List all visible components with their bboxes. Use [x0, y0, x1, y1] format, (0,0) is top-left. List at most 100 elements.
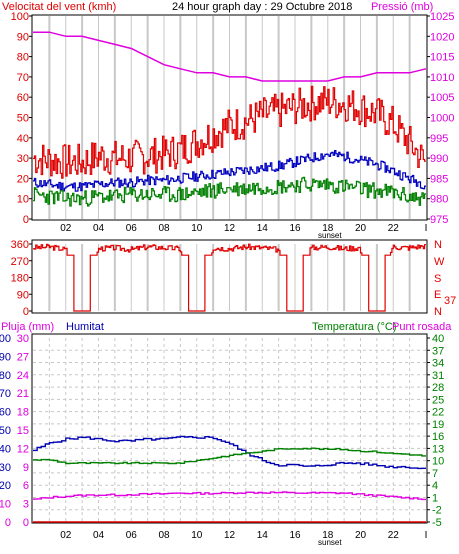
chart-series — [33, 31, 427, 523]
pressure-y-tick-label: 980 — [430, 194, 448, 206]
humidity-y-tick-label: 70 — [0, 388, 11, 400]
temperature-axis-title: Temperatura (°C) — [312, 321, 396, 333]
humidity-y-tick-label: 30 — [0, 462, 11, 474]
wind-x-tick-label: 06 — [126, 223, 138, 234]
temp-sunset-label: sunset — [318, 538, 342, 547]
temperature-y-tick-label: -2 — [432, 505, 442, 517]
humidity-y-tick-label: 80 — [0, 370, 11, 382]
rain-axis-title: Pluja (mm) — [1, 321, 54, 333]
wind-x-tick-label: 02 — [60, 223, 72, 234]
compass-label-n-bottom: N — [434, 306, 442, 318]
temperature-y-tick-label: -5 — [432, 517, 442, 529]
wind-y-tick-label: 40 — [17, 133, 29, 145]
wind-x-tick-label: 20 — [355, 223, 367, 234]
humidity-y-tick-label: 40 — [0, 443, 11, 455]
direction-chart-frame — [31, 239, 428, 314]
wind-x-tick-label: 10 — [191, 223, 203, 234]
temp-x-tick-label: 18 — [322, 530, 334, 541]
wind-gust-line — [33, 85, 426, 179]
direction-y-tick-label: 180 — [11, 273, 29, 285]
temp-x-tick-label: 10 — [191, 530, 203, 541]
direction-y-tick-label: 270 — [11, 256, 29, 268]
humidity-y-tick-label: 10 — [0, 499, 11, 511]
tick-labels: 0102030405060708090100975980985990995100… — [0, 11, 454, 541]
wind-y-tick-label: 80 — [17, 52, 29, 64]
wind-chart-title: 24 hour graph day : 29 Octubre 2018 — [172, 1, 352, 13]
wind-x-tick-label: I — [425, 223, 428, 234]
compass-label-w: W — [434, 256, 445, 268]
pressure-line — [33, 31, 427, 82]
dewpoint-line — [33, 491, 426, 501]
temp-x-tick-label: 12 — [224, 530, 236, 541]
grid-lines — [33, 16, 426, 522]
temperature-y-tick-label: 1 — [432, 492, 438, 504]
wind-x-tick-label: 18 — [322, 223, 334, 234]
wind-y-tick-label: 90 — [17, 31, 29, 43]
temperature-y-tick-label: 13 — [432, 443, 444, 455]
wind-x-tick-label: 08 — [158, 223, 170, 234]
compass-label-e: E — [434, 289, 441, 301]
temperature-line — [33, 447, 426, 465]
pressure-y-tick-label: 990 — [430, 153, 448, 165]
direction-y-tick-label: 0 — [23, 306, 29, 318]
pressure-y-tick-label: 1000 — [430, 113, 454, 125]
temp-x-tick-label: 14 — [257, 530, 269, 541]
rain-y-tick-label: 18 — [17, 407, 29, 419]
temp-x-tick-label: I — [425, 530, 428, 541]
temp-x-tick-label: 08 — [158, 530, 170, 541]
rain-y-tick-label: 24 — [17, 370, 29, 382]
pressure-y-tick-label: 1010 — [430, 72, 454, 84]
wind-x-tick-label: 04 — [93, 223, 105, 234]
wind-x-tick-label: 16 — [289, 223, 301, 234]
wind-direction-line — [33, 243, 426, 312]
pressure-y-tick-label: 975 — [430, 214, 448, 226]
wind-y-tick-label: 70 — [17, 72, 29, 84]
temperature-y-tick-label: 4 — [432, 480, 438, 492]
rain-y-tick-label: 0 — [23, 517, 29, 529]
temperature-y-tick-label: 31 — [432, 370, 444, 382]
temp-x-tick-label: 06 — [126, 530, 138, 541]
humidity-y-tick-label: 50 — [0, 425, 11, 437]
humidity-line — [33, 435, 426, 470]
pressure-y-tick-label: 1025 — [430, 11, 454, 23]
pressure-y-tick-label: 1005 — [430, 92, 454, 104]
direction-y-tick-label: 90 — [17, 289, 29, 301]
wind-sunset-label: sunset — [318, 231, 342, 240]
temperature-y-tick-label: 28 — [432, 382, 444, 394]
pressure-y-tick-label: 1015 — [430, 52, 454, 64]
direction-current-value: 37 — [444, 295, 456, 307]
wind-y-tick-label: 100 — [11, 11, 29, 23]
wind-x-tick-label: 12 — [224, 223, 236, 234]
temp-x-tick-label: 20 — [355, 530, 367, 541]
rain-y-tick-label: 15 — [17, 425, 29, 437]
pressure-y-tick-label: 985 — [430, 173, 448, 185]
wind-y-tick-label: 10 — [17, 194, 29, 206]
rain-y-tick-label: 9 — [23, 462, 29, 474]
wind-y-tick-label: 30 — [17, 153, 29, 165]
rain-y-tick-label: 30 — [17, 333, 29, 345]
direction-y-tick-label: 360 — [11, 239, 29, 251]
wind-y-tick-label: 50 — [17, 113, 29, 125]
wind-y-tick-label: 0 — [23, 214, 29, 226]
wind-x-tick-label: 14 — [257, 223, 269, 234]
wind-y-tick-label: 60 — [17, 92, 29, 104]
rain-y-tick-label: 12 — [17, 443, 29, 455]
humidity-y-tick-label: 90 — [0, 351, 11, 363]
humidity-y-tick-label: 0 — [5, 517, 11, 529]
humidity-axis-title: Humitat — [66, 321, 104, 333]
temp-x-tick-label: 22 — [388, 530, 400, 541]
humidity-y-tick-label: 60 — [0, 407, 11, 419]
humidity-y-tick-label: 20 — [0, 480, 11, 492]
wind-average-line — [33, 150, 426, 192]
temperature-y-tick-label: 22 — [432, 407, 444, 419]
temperature-y-tick-label: 16 — [432, 431, 444, 443]
pressure-axis-title: Pressió (mb) — [371, 1, 433, 13]
temperature-y-tick-label: 7 — [432, 468, 438, 480]
humidity-y-tick-label: 100 — [0, 333, 11, 345]
temperature-y-tick-label: 25 — [432, 394, 444, 406]
rain-y-tick-label: 27 — [17, 351, 29, 363]
rain-y-tick-label: 21 — [17, 388, 29, 400]
dewpoint-axis-title: Punt rosada — [392, 321, 452, 333]
temperature-y-tick-label: 34 — [432, 358, 444, 370]
pressure-y-tick-label: 1020 — [430, 31, 454, 43]
